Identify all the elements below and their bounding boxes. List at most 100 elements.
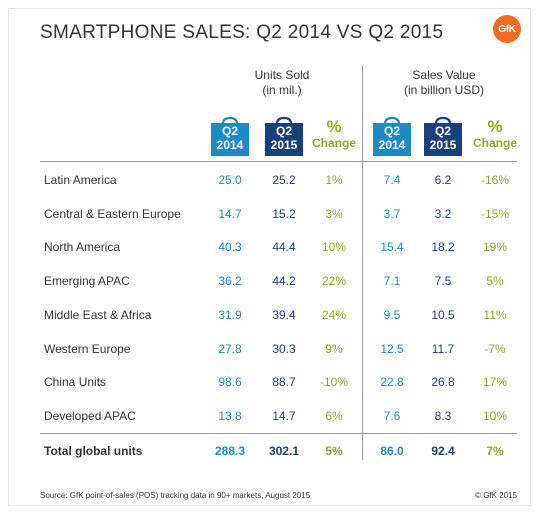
units-2015-cell: 39.4 bbox=[272, 308, 296, 322]
value-2015-cell: 26.8 bbox=[431, 375, 455, 389]
row-label: Central & Eastern Europe bbox=[44, 207, 181, 221]
value-2014-total: 86.0 bbox=[380, 444, 404, 458]
value-2015-cell: 18.2 bbox=[431, 240, 455, 254]
units-change-cell: 3% bbox=[325, 207, 343, 221]
col-q2-label: Q2 bbox=[434, 124, 451, 138]
units-2014-cell: 14.7 bbox=[218, 207, 242, 221]
copyright-note: © GfK 2015 bbox=[475, 491, 517, 500]
value-change-cell: -7% bbox=[484, 342, 506, 356]
value-2014-cell: 7.4 bbox=[383, 173, 401, 187]
row-label: Emerging APAC bbox=[44, 274, 130, 288]
col-year-label: 2015 bbox=[429, 138, 457, 152]
value-change-cell: 19% bbox=[482, 240, 508, 254]
shopping-bag-icon: Q2 2014 bbox=[210, 116, 250, 156]
percent-symbol: % bbox=[326, 117, 342, 136]
value-2015-cell: 10.5 bbox=[431, 308, 455, 322]
units-2015-cell: 25.2 bbox=[272, 173, 296, 187]
table-row: Developed APAC 13.8 14.7 6% 7.6 8.3 10% bbox=[0, 406, 539, 426]
units-sold-unit: (in mil.) bbox=[262, 83, 302, 97]
sales-value-title: Sales Value bbox=[412, 68, 476, 82]
row-label: Middle East & Africa bbox=[44, 308, 152, 322]
value-change-cell: 11% bbox=[483, 308, 507, 322]
row-label: China Units bbox=[44, 375, 107, 389]
value-2015-cell: 11.7 bbox=[431, 342, 455, 356]
table-row: Middle East & Africa 31.9 39.4 24% 9.5 1… bbox=[0, 305, 539, 325]
sales-value-header: Sales Value (in billion USD) bbox=[384, 68, 504, 98]
row-label: Latin America bbox=[44, 173, 117, 187]
units-2014-total: 288.3 bbox=[214, 444, 246, 458]
col-q2-label: Q2 bbox=[221, 124, 238, 138]
shopping-bag-icon: Q2 2014 bbox=[372, 116, 412, 156]
header-rule bbox=[40, 161, 517, 162]
value-change-cell: 17% bbox=[482, 375, 508, 389]
table-row: Western Europe 27.8 30.3 9% 12.5 11.7 -7… bbox=[0, 339, 539, 359]
chart-frame bbox=[8, 8, 531, 506]
value-2014-cell: 15.4 bbox=[380, 240, 404, 254]
units-2015-cell: 44.2 bbox=[272, 274, 296, 288]
units-change-header: % Change bbox=[309, 117, 359, 151]
col-year-label: 2014 bbox=[378, 138, 406, 152]
units-2015-cell: 44.4 bbox=[272, 240, 296, 254]
table-row: Central & Eastern Europe 14.7 15.2 3% 3.… bbox=[0, 204, 539, 224]
total-label: Total global units bbox=[44, 444, 143, 458]
units-2015-cell: 30.3 bbox=[272, 342, 296, 356]
row-label: North America bbox=[44, 240, 121, 254]
table-row: Emerging APAC 36.2 44.2 22% 7.1 7.5 5% bbox=[0, 271, 539, 291]
value-change-total: 7% bbox=[486, 444, 504, 458]
col-year-label: 2014 bbox=[216, 138, 244, 152]
percent-symbol: % bbox=[487, 117, 503, 136]
units-change-cell: 1% bbox=[325, 173, 343, 187]
value-change-cell: 10% bbox=[482, 409, 508, 423]
value-2015-cell: 6.2 bbox=[434, 173, 452, 187]
value-change-cell: -16% bbox=[480, 173, 509, 187]
value-change-cell: 5% bbox=[486, 274, 504, 288]
shopping-bag-icon: Q2 2015 bbox=[423, 116, 463, 156]
units-2014-cell: 27.8 bbox=[218, 342, 242, 356]
value-2014-cell: 7.1 bbox=[383, 274, 401, 288]
units-change-total: 5% bbox=[325, 444, 343, 458]
units-2014-cell: 36.2 bbox=[218, 274, 242, 288]
total-row: Total global units 288.3 302.1 5% 86.0 9… bbox=[0, 441, 539, 461]
value-2014-cell: 7.6 bbox=[383, 409, 401, 423]
value-change-cell: -15% bbox=[480, 207, 509, 221]
units-change-cell: 24% bbox=[321, 308, 347, 322]
sales-value-unit: (in billion USD) bbox=[403, 83, 485, 97]
table-row: China Units 98.6 88.7 -10% 22.8 26.8 17% bbox=[0, 372, 539, 392]
value-2015-cell: 7.5 bbox=[434, 274, 452, 288]
units-2015-cell: 15.2 bbox=[272, 207, 296, 221]
group-divider bbox=[362, 66, 363, 460]
units-change-cell: 10% bbox=[321, 240, 347, 254]
units-change-cell: -10% bbox=[319, 375, 348, 389]
units-2015-total: 302.1 bbox=[268, 444, 300, 458]
row-label: Western Europe bbox=[44, 342, 131, 356]
units-sold-header: Units Sold (in mil.) bbox=[232, 68, 332, 98]
units-2015-cell: 14.7 bbox=[272, 409, 296, 423]
units-sold-title: Units Sold bbox=[254, 68, 310, 82]
value-2015-cell: 8.3 bbox=[434, 409, 452, 423]
units-2014-cell: 31.9 bbox=[218, 308, 242, 322]
value-change-header: % Change bbox=[470, 117, 520, 151]
total-rule bbox=[40, 433, 517, 434]
units-change-cell: 6% bbox=[325, 409, 343, 423]
col-year-label: 2015 bbox=[270, 138, 298, 152]
change-label: Change bbox=[472, 136, 517, 150]
units-2014-cell: 25.0 bbox=[218, 173, 242, 187]
units-change-cell: 22% bbox=[321, 274, 347, 288]
value-2015-total: 92.4 bbox=[431, 444, 455, 458]
gfk-logo: GfK bbox=[493, 15, 521, 43]
change-label: Change bbox=[311, 136, 356, 150]
units-2014-cell: 40.3 bbox=[218, 240, 242, 254]
units-2015-cell: 88.7 bbox=[272, 375, 296, 389]
col-q2-label: Q2 bbox=[275, 124, 292, 138]
source-note: Source: GfK point-of-sales (POS) trackin… bbox=[40, 491, 311, 500]
units-2014-cell: 13.8 bbox=[218, 409, 242, 423]
shopping-bag-icon: Q2 2015 bbox=[264, 116, 304, 156]
units-change-cell: 9% bbox=[325, 342, 343, 356]
value-2014-cell: 3.7 bbox=[383, 207, 401, 221]
value-2014-cell: 12.5 bbox=[380, 342, 404, 356]
units-2014-cell: 98.6 bbox=[218, 375, 242, 389]
chart-title: SMARTPHONE SALES: Q2 2014 VS Q2 2015 bbox=[40, 22, 444, 43]
col-q2-label: Q2 bbox=[383, 124, 400, 138]
value-2014-cell: 9.5 bbox=[383, 308, 401, 322]
value-2014-cell: 22.8 bbox=[380, 375, 404, 389]
